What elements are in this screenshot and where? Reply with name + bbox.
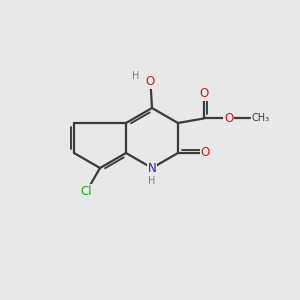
Text: H: H — [148, 176, 156, 186]
Text: O: O — [200, 146, 210, 160]
Text: O: O — [199, 87, 208, 100]
Text: H: H — [132, 71, 139, 81]
Text: O: O — [146, 75, 155, 88]
Text: N: N — [148, 161, 156, 175]
Text: Cl: Cl — [81, 185, 92, 198]
Text: CH₃: CH₃ — [252, 113, 270, 123]
Text: O: O — [224, 112, 233, 125]
